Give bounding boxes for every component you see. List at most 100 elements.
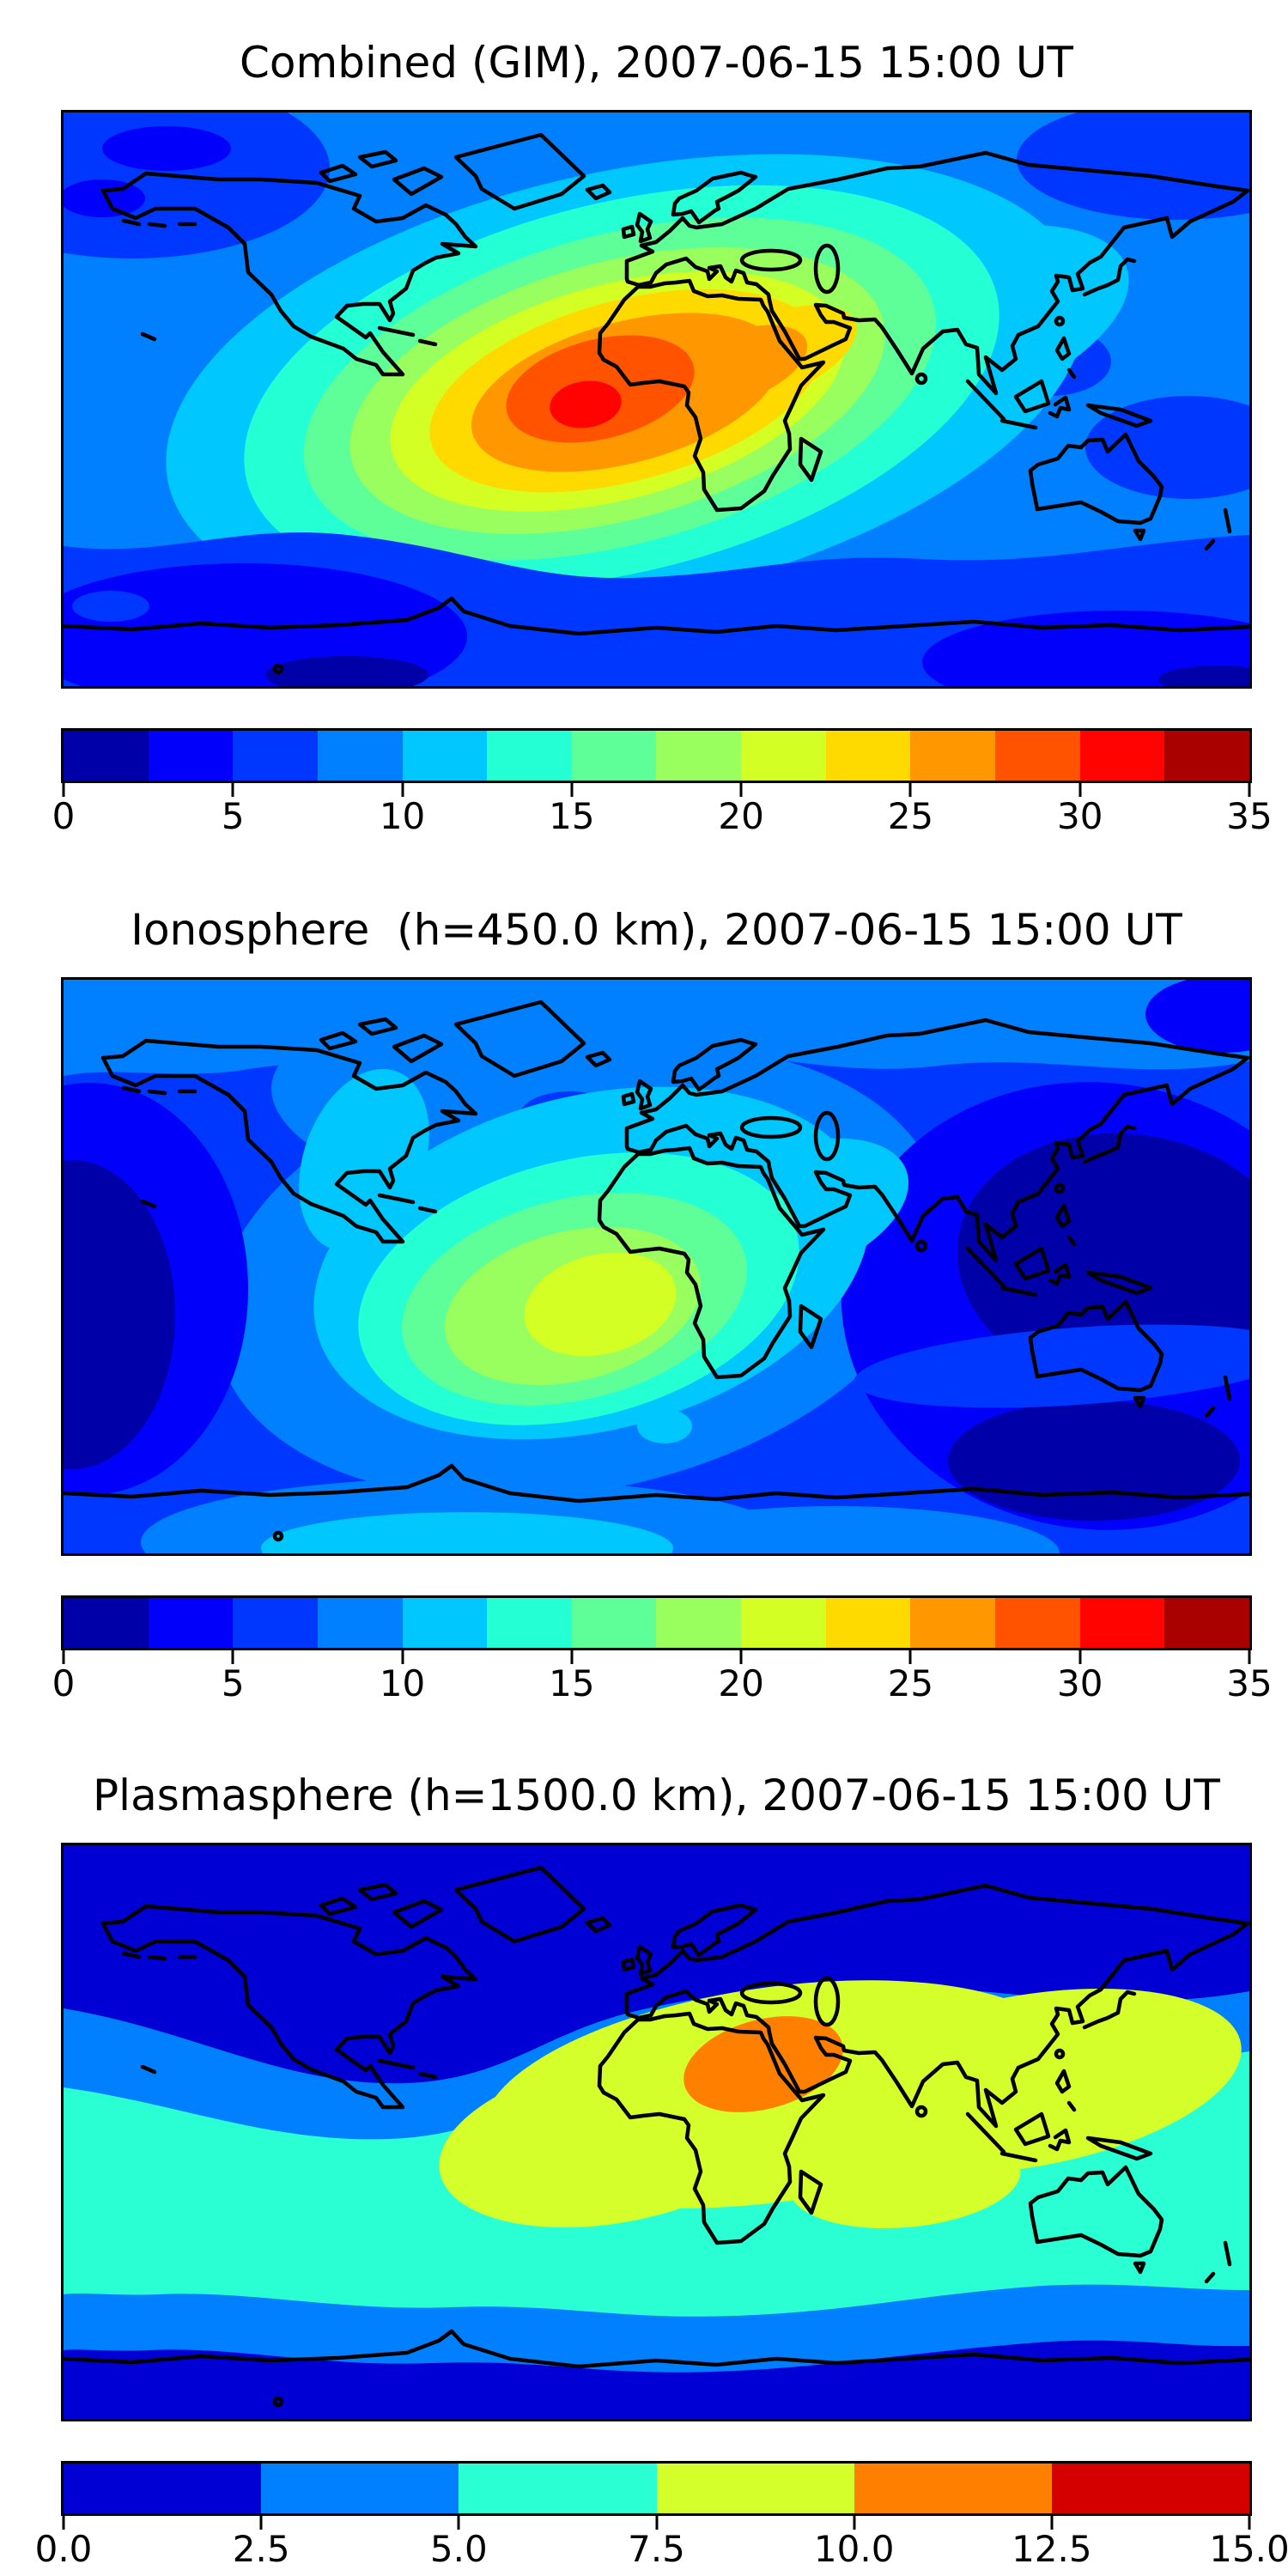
colorbar-tick-mark — [1050, 2516, 1054, 2530]
colorbar-segment — [910, 731, 996, 781]
colorbar-tick-label: 5 — [221, 1662, 245, 1704]
colorbar-tick-label: 15 — [549, 1662, 595, 1704]
colorbar-tick-label: 30 — [1056, 795, 1103, 837]
colorbar-segment — [402, 731, 488, 781]
colorbar-tick-mark — [1248, 1650, 1251, 1664]
colorbar-tick-mark — [1248, 2516, 1251, 2530]
colorbar-segment — [1079, 731, 1165, 781]
colorbar-tick-mark — [570, 783, 574, 797]
contour-band — [550, 380, 622, 428]
panel-plasmasphere: Plasmasphere (h=1500.0 km), 2007-06-15 1… — [0, 1704, 1288, 2569]
colorbar-tick-label: 25 — [887, 795, 934, 837]
colorbar-tick-label: 7.5 — [628, 2528, 685, 2570]
colorbar-tick-label: 12.5 — [1012, 2528, 1092, 2570]
contour-band — [789, 2131, 1021, 2229]
colorbar-labels-plasmasphere: 0.0 2.5 5.0 7.5 10.0 12.5 15.0 — [35, 2528, 1288, 2570]
colorbar-tick-label: 30 — [1056, 1662, 1103, 1704]
colorbar-tick-label: 25 — [887, 1662, 934, 1704]
map-combined-svg — [64, 112, 1249, 686]
colorbar-segment — [741, 731, 826, 781]
colorbar-segment — [741, 1598, 826, 1648]
contour-band — [1145, 980, 1249, 1053]
colorbar-segment — [64, 2464, 262, 2513]
colorbar-tick-label: 15.0 — [1209, 2528, 1288, 2570]
colorbar-segment — [487, 1598, 572, 1648]
colorbar-tick-label: 20 — [718, 795, 764, 837]
colorbar-ionosphere — [61, 1595, 1252, 1650]
contour-band — [683, 2016, 843, 2112]
colorbar-tick-mark — [401, 1650, 404, 1664]
colorbar-tick-label: 15 — [549, 795, 595, 837]
contour-band — [265, 656, 428, 686]
colorbar-segment — [825, 1598, 911, 1648]
colorbar-tick-label: 10 — [379, 1662, 426, 1704]
contour-band — [72, 591, 149, 622]
colorbar-segment — [148, 731, 234, 781]
colorbar-segment — [233, 731, 318, 781]
colorbar-tick-mark — [908, 783, 912, 797]
colorbar-labels-combined: 0 5 10 15 20 25 30 35 — [52, 795, 1273, 837]
colorbar-tick-mark — [231, 1650, 234, 1664]
contour-band — [854, 1324, 1249, 1408]
colorbar-tick-mark — [62, 2516, 65, 2530]
colorbar-segment — [656, 1598, 742, 1648]
contour-band — [667, 325, 808, 407]
colorbar-segment — [854, 2464, 1052, 2513]
colorbar-ticks-combined — [62, 783, 1251, 797]
colorbar-segment — [459, 2464, 657, 2513]
colorbar-segment — [402, 1598, 488, 1648]
colorbar-tick-mark — [1248, 783, 1251, 797]
colorbar-segment — [148, 1598, 234, 1648]
map-plasmasphere — [61, 1843, 1252, 2421]
colorbar-segment — [656, 2464, 854, 2513]
colorbar-tick-label: 0 — [52, 1662, 76, 1704]
colorbar-tick-label: 5 — [221, 795, 245, 837]
contour-band — [1158, 665, 1249, 686]
colorbar-tick-label: 0.0 — [34, 2528, 93, 2570]
colorbar-plasmasphere — [61, 2461, 1252, 2516]
contour-band — [524, 1252, 677, 1357]
colorbar-segment — [64, 1598, 149, 1648]
colorbar-segment — [1079, 1598, 1165, 1648]
colorbar-tick-label: 5.0 — [429, 2528, 488, 2570]
colorbar-tick-mark — [231, 783, 234, 797]
colorbar-tick-label: 35 — [1226, 795, 1273, 837]
colorbar-tick-mark — [62, 1650, 65, 1664]
colorbar-tick-mark — [259, 2516, 263, 2530]
colorbar-segment — [487, 731, 572, 781]
colorbar-tick-label: 2.5 — [232, 2528, 290, 2570]
colorbar-tick-mark — [739, 1650, 743, 1664]
colorbar-tick-mark — [401, 783, 404, 797]
colorbar-segment — [995, 731, 1080, 781]
colorbar-segment — [1051, 2464, 1250, 2513]
colorbar-tick-mark — [739, 783, 743, 797]
colorbar-segment — [1164, 731, 1249, 781]
contour-band — [261, 1512, 673, 1553]
contour-band — [64, 563, 467, 686]
colorbar-tick-label: 35 — [1226, 1662, 1273, 1704]
contour-band — [613, 1506, 1060, 1553]
contour-band — [1017, 112, 1249, 220]
colorbar-tick-mark — [457, 2516, 460, 2530]
colorbar-tick-mark — [853, 2516, 856, 2530]
colorbar-segment — [571, 731, 657, 781]
colorbar-tick-mark — [1078, 783, 1082, 797]
colorbar-segment — [317, 731, 403, 781]
colorbar-segment — [261, 2464, 459, 2513]
colorbar-segment — [1164, 1598, 1249, 1648]
contour-band — [102, 126, 231, 171]
panel-combined: Combined (GIM), 2007-06-15 15:00 UT — [0, 0, 1288, 836]
contour-band — [948, 1400, 1240, 1521]
page-title: Ionosphere (h=450.0 km), 2007-06-15 15:0… — [131, 905, 1182, 955]
colorbar-tick-mark — [655, 2516, 658, 2530]
colorbar-tick-mark — [62, 783, 65, 797]
colorbar-segment — [656, 731, 742, 781]
colorbar-tick-label: 10 — [379, 795, 426, 837]
contour-band — [64, 1160, 175, 1469]
colorbar-tick-mark — [1078, 1650, 1082, 1664]
panel-ionosphere: Ionosphere (h=450.0 km), 2007-06-15 15:0… — [0, 836, 1288, 1704]
colorbar-segment — [233, 1598, 318, 1648]
colorbar-combined — [61, 728, 1252, 783]
colorbar-tick-label: 20 — [718, 1662, 764, 1704]
colorbar-tick-mark — [908, 1650, 912, 1664]
